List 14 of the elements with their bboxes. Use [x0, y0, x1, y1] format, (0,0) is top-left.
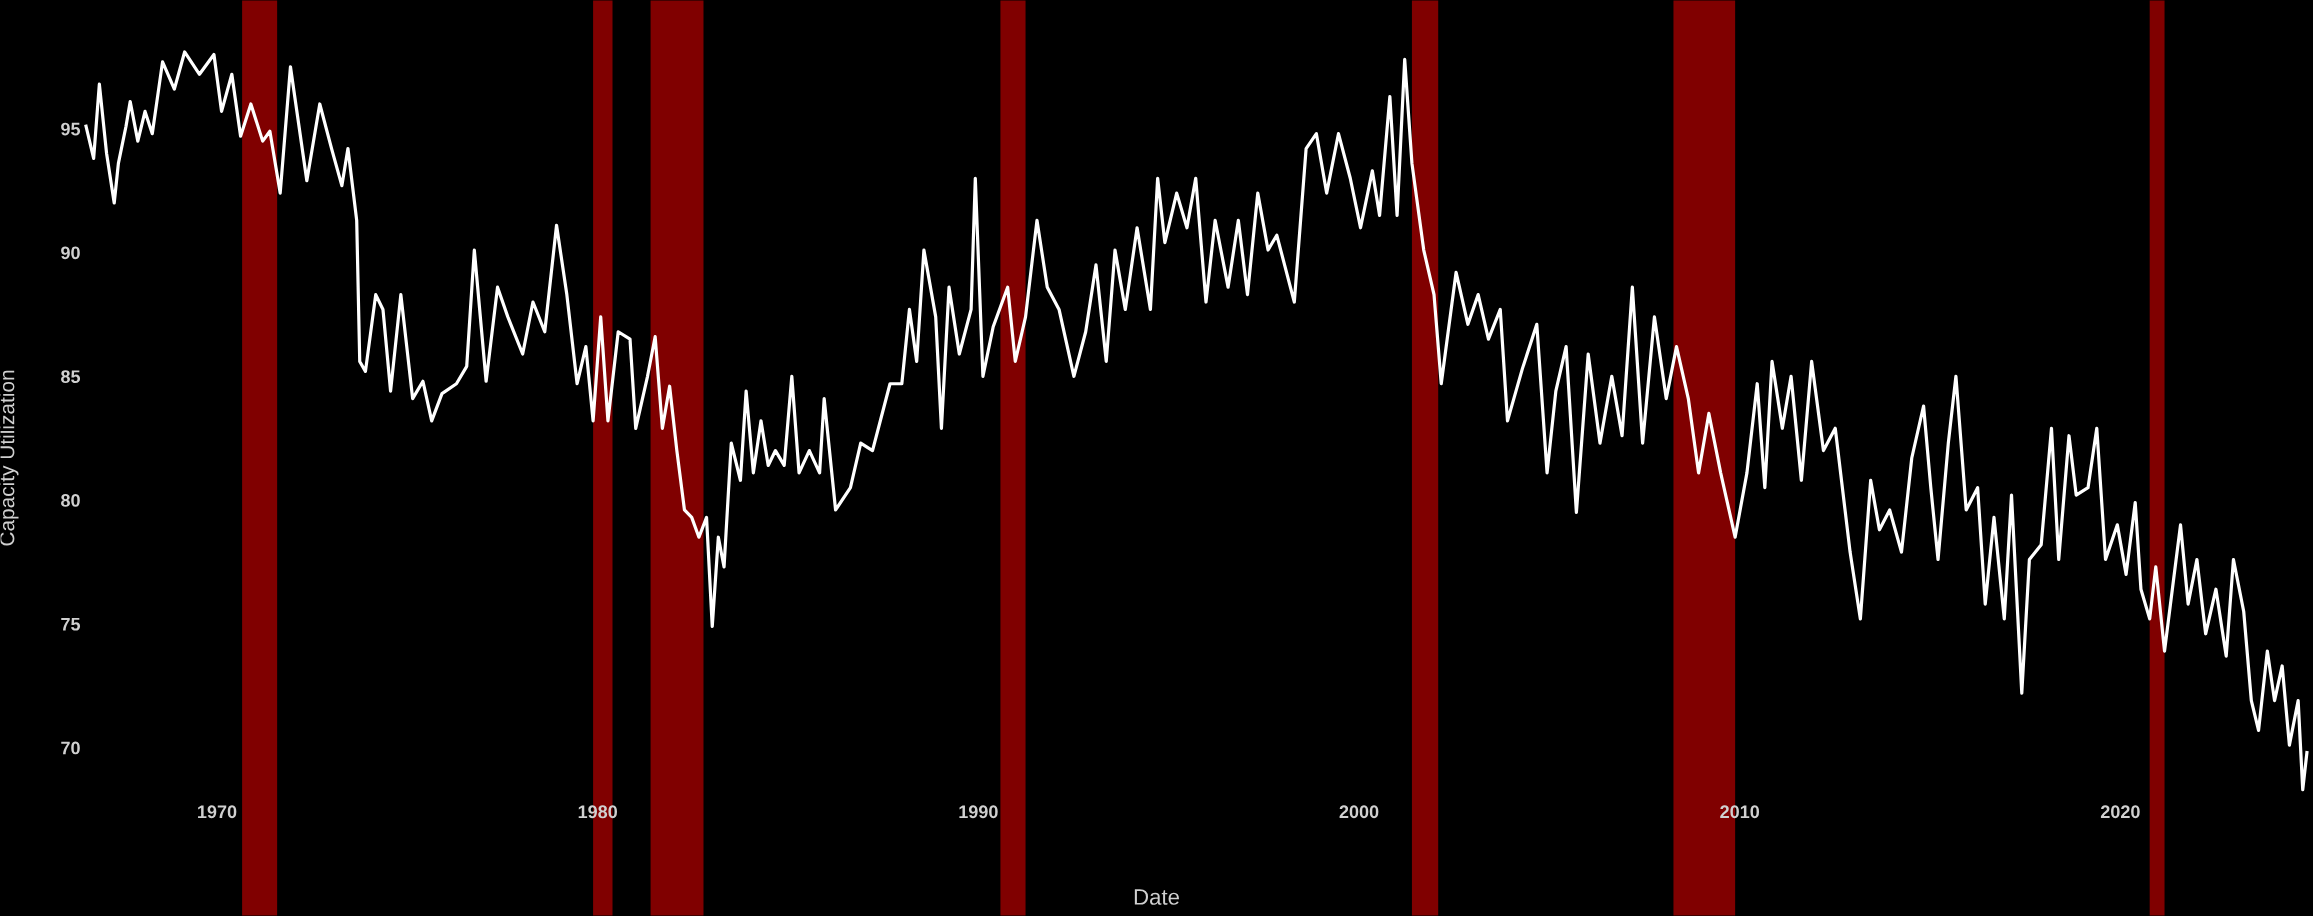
x-tick-label: 2000 [1339, 805, 1379, 819]
y-tick-label: 70 [61, 741, 80, 755]
x-tick-label: 1970 [198, 805, 237, 819]
y-axis-title: Capacity Utilization [0, 370, 19, 546]
y-tick-label: 95 [61, 122, 81, 136]
x-axis-title: Date [1134, 889, 1179, 905]
y-tick-label: 85 [61, 370, 81, 384]
x-tick-label: 1990 [959, 805, 998, 819]
y-tick-label: 90 [61, 246, 80, 260]
y-tick-label: 80 [61, 494, 80, 507]
y-tick-label: 75 [61, 617, 81, 631]
x-tick-label: 2020 [2100, 805, 2140, 819]
x-tick-label: 1980 [578, 805, 618, 819]
line-series [84, 50, 2309, 792]
